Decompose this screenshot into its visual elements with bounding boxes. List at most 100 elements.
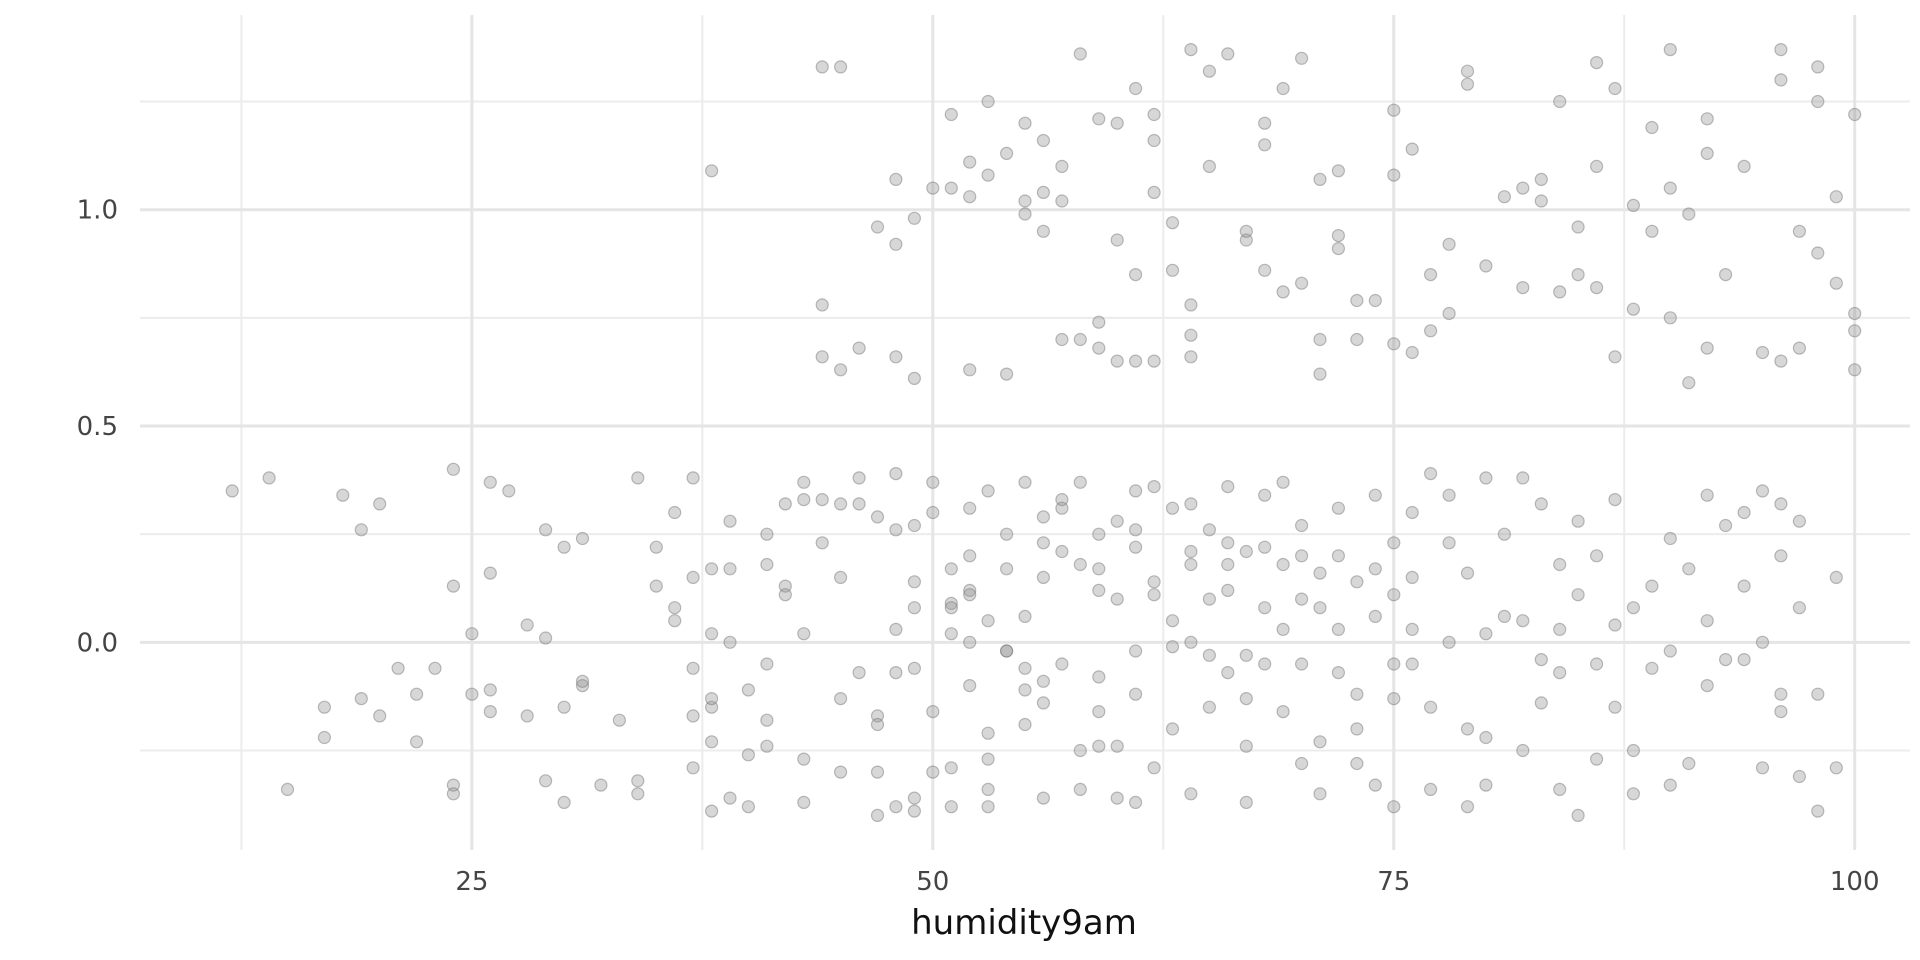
scatter-point: [649, 579, 663, 593]
scatter-point: [704, 627, 719, 641]
scatter-point: [1534, 696, 1548, 710]
scatter-point: [1184, 544, 1198, 559]
scatter-point: [1313, 332, 1327, 347]
scatter-point: [1110, 514, 1124, 528]
scatter-point: [483, 475, 497, 489]
scatter-point: [1055, 332, 1069, 347]
scatter-point: [538, 631, 553, 645]
scatter-point: [483, 683, 497, 697]
scatter-point: [1128, 81, 1143, 96]
scatter-point: [1387, 337, 1401, 351]
scatter-point: [686, 761, 700, 775]
scatter-point: [981, 94, 995, 109]
scatter-point: [1165, 640, 1180, 654]
scatter-point: [1092, 341, 1106, 355]
scatter-point: [502, 484, 516, 498]
scatter-point: [852, 341, 866, 355]
scatter-point: [1626, 601, 1641, 615]
scatter-point: [815, 60, 829, 74]
scatter-point: [354, 523, 368, 537]
scatter-point: [1184, 328, 1198, 342]
scatter-point: [1608, 350, 1622, 364]
scatter-point: [1700, 678, 1714, 693]
scatter-point: [723, 791, 737, 805]
scatter-point: [1423, 268, 1438, 282]
scatter-point: [1645, 579, 1659, 593]
scatter-point: [1221, 583, 1235, 598]
scatter-point: [649, 540, 663, 554]
scatter-point: [963, 363, 977, 377]
scatter-point: [1553, 782, 1567, 797]
scatter-point: [1018, 661, 1032, 675]
scatter-point: [1184, 298, 1198, 312]
scatter-point: [1571, 514, 1585, 528]
scatter-point: [1294, 276, 1309, 290]
scatter-point: [1368, 562, 1382, 576]
scatter-point: [1626, 302, 1641, 316]
scatter-point: [1258, 263, 1272, 277]
scatter-point: [446, 462, 460, 476]
scatter-point: [797, 795, 811, 810]
scatter-point: [686, 661, 700, 675]
scatter-point: [1571, 268, 1585, 282]
scatter-point: [1239, 691, 1253, 706]
scatter-point: [963, 588, 977, 602]
scatter-point: [1848, 363, 1862, 377]
scatter-point: [336, 488, 350, 502]
x-axis-title: humidity9am: [911, 903, 1137, 943]
scatter-point: [1387, 800, 1401, 814]
scatter-point: [1811, 94, 1825, 109]
scatter-point: [1036, 674, 1051, 688]
scatter-point: [944, 596, 958, 611]
scatter-point: [815, 350, 829, 364]
scatter-point: [1423, 700, 1438, 714]
scatter-point: [317, 730, 331, 745]
scatter-point: [1110, 233, 1124, 247]
scatter-point: [520, 618, 534, 632]
scatter-point: [1202, 159, 1217, 173]
scatter-point: [1387, 691, 1401, 706]
scatter-point: [963, 549, 977, 563]
scatter-point: [833, 363, 848, 377]
scatter-point: [1442, 536, 1456, 550]
scatter-point: [520, 709, 534, 723]
scatter-point: [1092, 670, 1106, 684]
scatter-point: [538, 523, 553, 537]
scatter-point: [1350, 293, 1364, 308]
scatter-point: [1018, 475, 1032, 489]
scatter-point: [1184, 557, 1198, 572]
scatter-point: [1147, 185, 1161, 199]
scatter-point: [1239, 233, 1253, 247]
scatter-point: [1423, 467, 1438, 481]
scatter-point: [1036, 791, 1051, 805]
scatter-point: [1737, 505, 1751, 520]
scatter-point: [1110, 592, 1124, 606]
scatter-point: [1774, 704, 1788, 719]
scatter-point: [1073, 332, 1087, 347]
scatter-point: [1092, 704, 1106, 719]
scatter-point: [1405, 570, 1419, 585]
scatter-point: [778, 588, 792, 602]
scatter-point: [1589, 281, 1604, 295]
scatter-point: [907, 661, 922, 675]
scatter-point: [852, 665, 866, 680]
scatter-point: [1258, 138, 1272, 152]
scatter-point: [963, 678, 977, 693]
scatter-point: [1331, 164, 1346, 178]
scatter-point: [1018, 683, 1032, 697]
scatter-point: [870, 808, 885, 823]
scatter-point: [1792, 601, 1807, 615]
scatter-point: [1147, 761, 1161, 775]
scatter-point: [1829, 761, 1843, 775]
scatter-point: [741, 683, 756, 697]
scatter-point: [1479, 259, 1493, 273]
scatter-point: [1221, 665, 1235, 680]
scatter-point: [1516, 614, 1530, 628]
scatter-point: [1147, 107, 1161, 122]
scatter-point: [704, 735, 719, 749]
scatter-point: [668, 614, 682, 628]
scatter-point: [225, 484, 239, 498]
y-tick-label: 0.5: [77, 412, 118, 442]
scatter-point: [1626, 743, 1641, 758]
